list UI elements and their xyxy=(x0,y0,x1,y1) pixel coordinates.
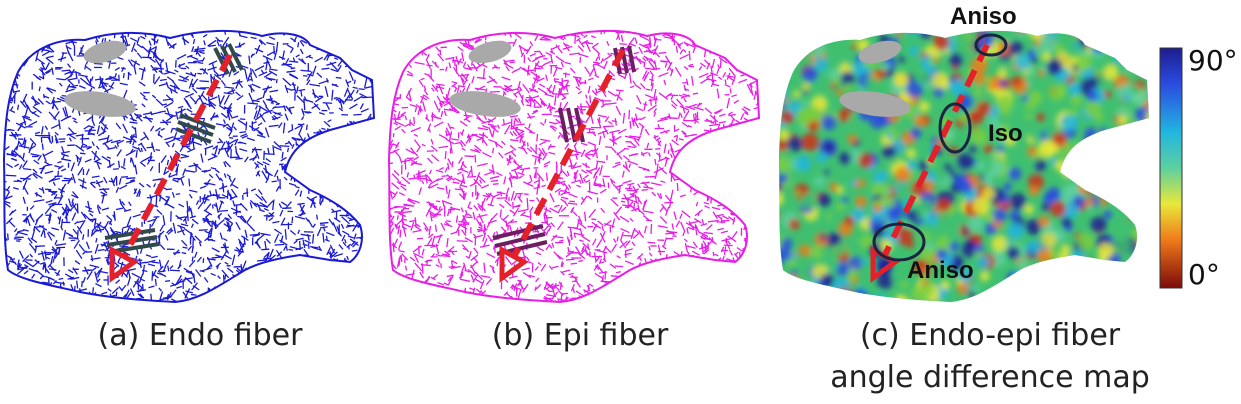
panel-angle-map xyxy=(775,0,1241,310)
region-circle-top xyxy=(974,33,1008,57)
region-circle-bottom xyxy=(872,222,926,262)
panel-epi-fiber xyxy=(385,0,775,310)
region-circle-mid xyxy=(938,102,972,154)
arrow-head-icon xyxy=(109,245,139,283)
direction-arrow xyxy=(122,53,233,257)
caption-angle-line2: angle difference map xyxy=(830,360,1150,395)
direction-arrow xyxy=(512,48,626,257)
colorbar-min-label: 0° xyxy=(1188,258,1220,291)
annotation-iso: Iso xyxy=(988,120,1023,147)
direction-arrow xyxy=(882,43,990,257)
valve-shape xyxy=(449,91,521,117)
caption-angle-line1: (c) Endo-epi fiber xyxy=(859,318,1121,353)
caption-epi: (b) Epi fiber xyxy=(491,318,669,353)
colorbar-max-label: 90° xyxy=(1188,44,1238,77)
valve-shape xyxy=(839,91,911,117)
panel-endo-fiber xyxy=(0,0,390,310)
annotation-aniso-bottom: Aniso xyxy=(907,257,974,284)
valve-shape xyxy=(83,40,127,64)
arrow-head-icon xyxy=(499,245,529,283)
valve-shape xyxy=(468,40,512,64)
valve-shape xyxy=(858,40,902,64)
caption-endo: (a) Endo fiber xyxy=(97,318,303,353)
valve-shape xyxy=(64,91,136,117)
colorbar xyxy=(1159,47,1183,289)
annotation-aniso-top: Aniso xyxy=(950,3,1017,30)
